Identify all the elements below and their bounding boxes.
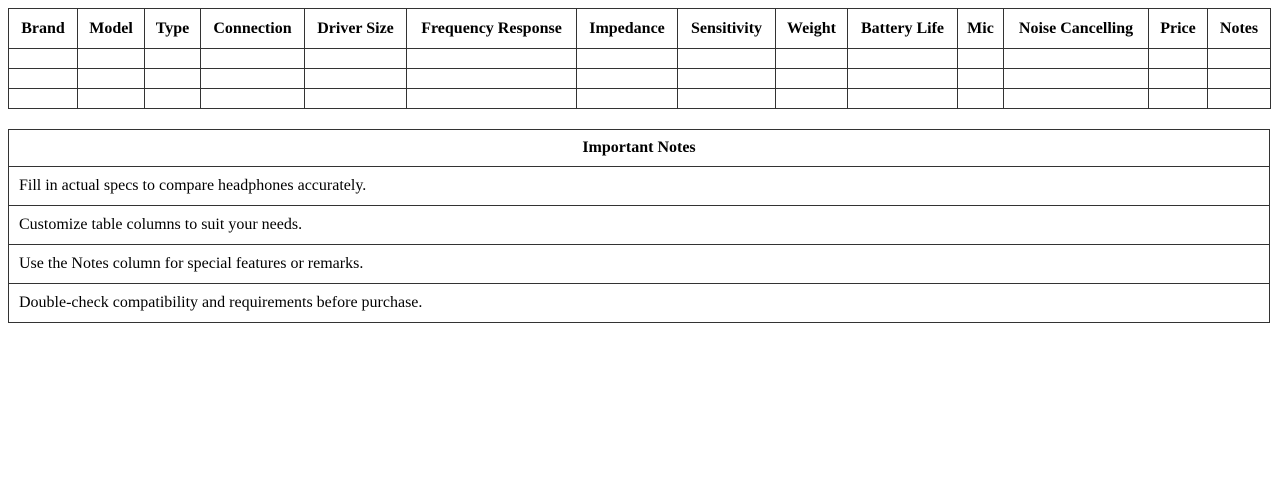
spec-empty-cell [406,48,577,69]
spec-empty-cell [406,68,577,89]
spec-column-header-connection: Connection [200,8,305,49]
note-row: Double-check compatibility and requireme… [8,283,1270,323]
note-text: Fill in actual specs to compare headphon… [8,166,1270,206]
spec-column-header-driver-size: Driver Size [304,8,407,49]
spec-empty-cell [1148,68,1208,89]
spec-empty-row [8,48,1271,69]
spec-empty-cell [1148,48,1208,69]
spec-empty-cell [144,48,201,69]
spec-empty-cell [1207,68,1271,89]
spec-column-header-sensitivity: Sensitivity [677,8,776,49]
note-text: Double-check compatibility and requireme… [8,283,1270,323]
spec-empty-row [8,68,1271,89]
spec-empty-cell [847,68,958,89]
spec-empty-cell [8,88,78,109]
spec-empty-cell [144,88,201,109]
spec-column-header-battery-life: Battery Life [847,8,958,49]
spec-empty-cell [8,48,78,69]
spec-empty-cell [304,48,407,69]
spec-empty-cell [576,88,678,109]
note-row: Use the Notes column for special feature… [8,244,1270,284]
note-row: Fill in actual specs to compare headphon… [8,166,1270,206]
spec-empty-cell [847,48,958,69]
spec-column-header-weight: Weight [775,8,848,49]
spec-empty-cell [677,88,776,109]
spec-empty-cell [1207,88,1271,109]
spec-empty-cell [957,68,1004,89]
spec-empty-cell [77,88,145,109]
spec-empty-cell [1207,48,1271,69]
spec-empty-cell [1148,88,1208,109]
spec-empty-cell [576,48,678,69]
important-notes-table: Important Notes Fill in actual specs to … [8,129,1270,323]
spec-empty-cell [775,68,848,89]
spec-column-header-price: Price [1148,8,1208,49]
spec-empty-cell [77,48,145,69]
spec-column-header-type: Type [144,8,201,49]
spec-empty-cell [677,48,776,69]
note-row: Customize table columns to suit your nee… [8,205,1270,245]
spec-empty-cell [677,68,776,89]
spec-empty-cell [1003,68,1149,89]
notes-table-header-row: Important Notes [8,129,1270,167]
spec-empty-cell [957,48,1004,69]
spec-column-header-mic: Mic [957,8,1004,49]
spec-table-body [8,48,1271,109]
spec-empty-cell [304,88,407,109]
spec-column-header-model: Model [77,8,145,49]
spec-empty-cell [775,48,848,69]
spec-empty-cell [1003,88,1149,109]
spec-empty-cell [8,68,78,89]
note-text: Customize table columns to suit your nee… [8,205,1270,245]
spec-empty-cell [200,48,305,69]
spec-empty-cell [77,68,145,89]
spec-empty-cell [775,88,848,109]
spec-empty-cell [200,68,305,89]
spec-empty-cell [576,68,678,89]
spec-empty-cell [1003,48,1149,69]
spec-empty-cell [304,68,407,89]
spec-column-header-impedance: Impedance [576,8,678,49]
spec-empty-cell [200,88,305,109]
page: Brand Model Type Connection Driver Size Frequ… [8,8,1271,323]
spec-empty-row [8,88,1271,109]
spec-column-header-notes: Notes [1207,8,1271,49]
notes-table-title: Important Notes [8,129,1270,167]
note-text: Use the Notes column for special feature… [8,244,1270,284]
spec-column-header-frequency-response: Frequency Response [406,8,577,49]
notes-table-body: Fill in actual specs to compare headphon… [8,166,1270,323]
spec-column-header-brand: Brand [8,8,78,49]
spec-empty-cell [847,88,958,109]
spec-empty-cell [406,88,577,109]
spec-column-header-noise-cancelling: Noise Cancelling [1003,8,1149,49]
spec-empty-cell [957,88,1004,109]
spec-table-header-row: Brand Model Type Connection Driver Size Frequ… [8,8,1271,49]
headphone-spec-table: Brand Model Type Connection Driver Size Frequ… [8,8,1271,109]
spec-empty-cell [144,68,201,89]
